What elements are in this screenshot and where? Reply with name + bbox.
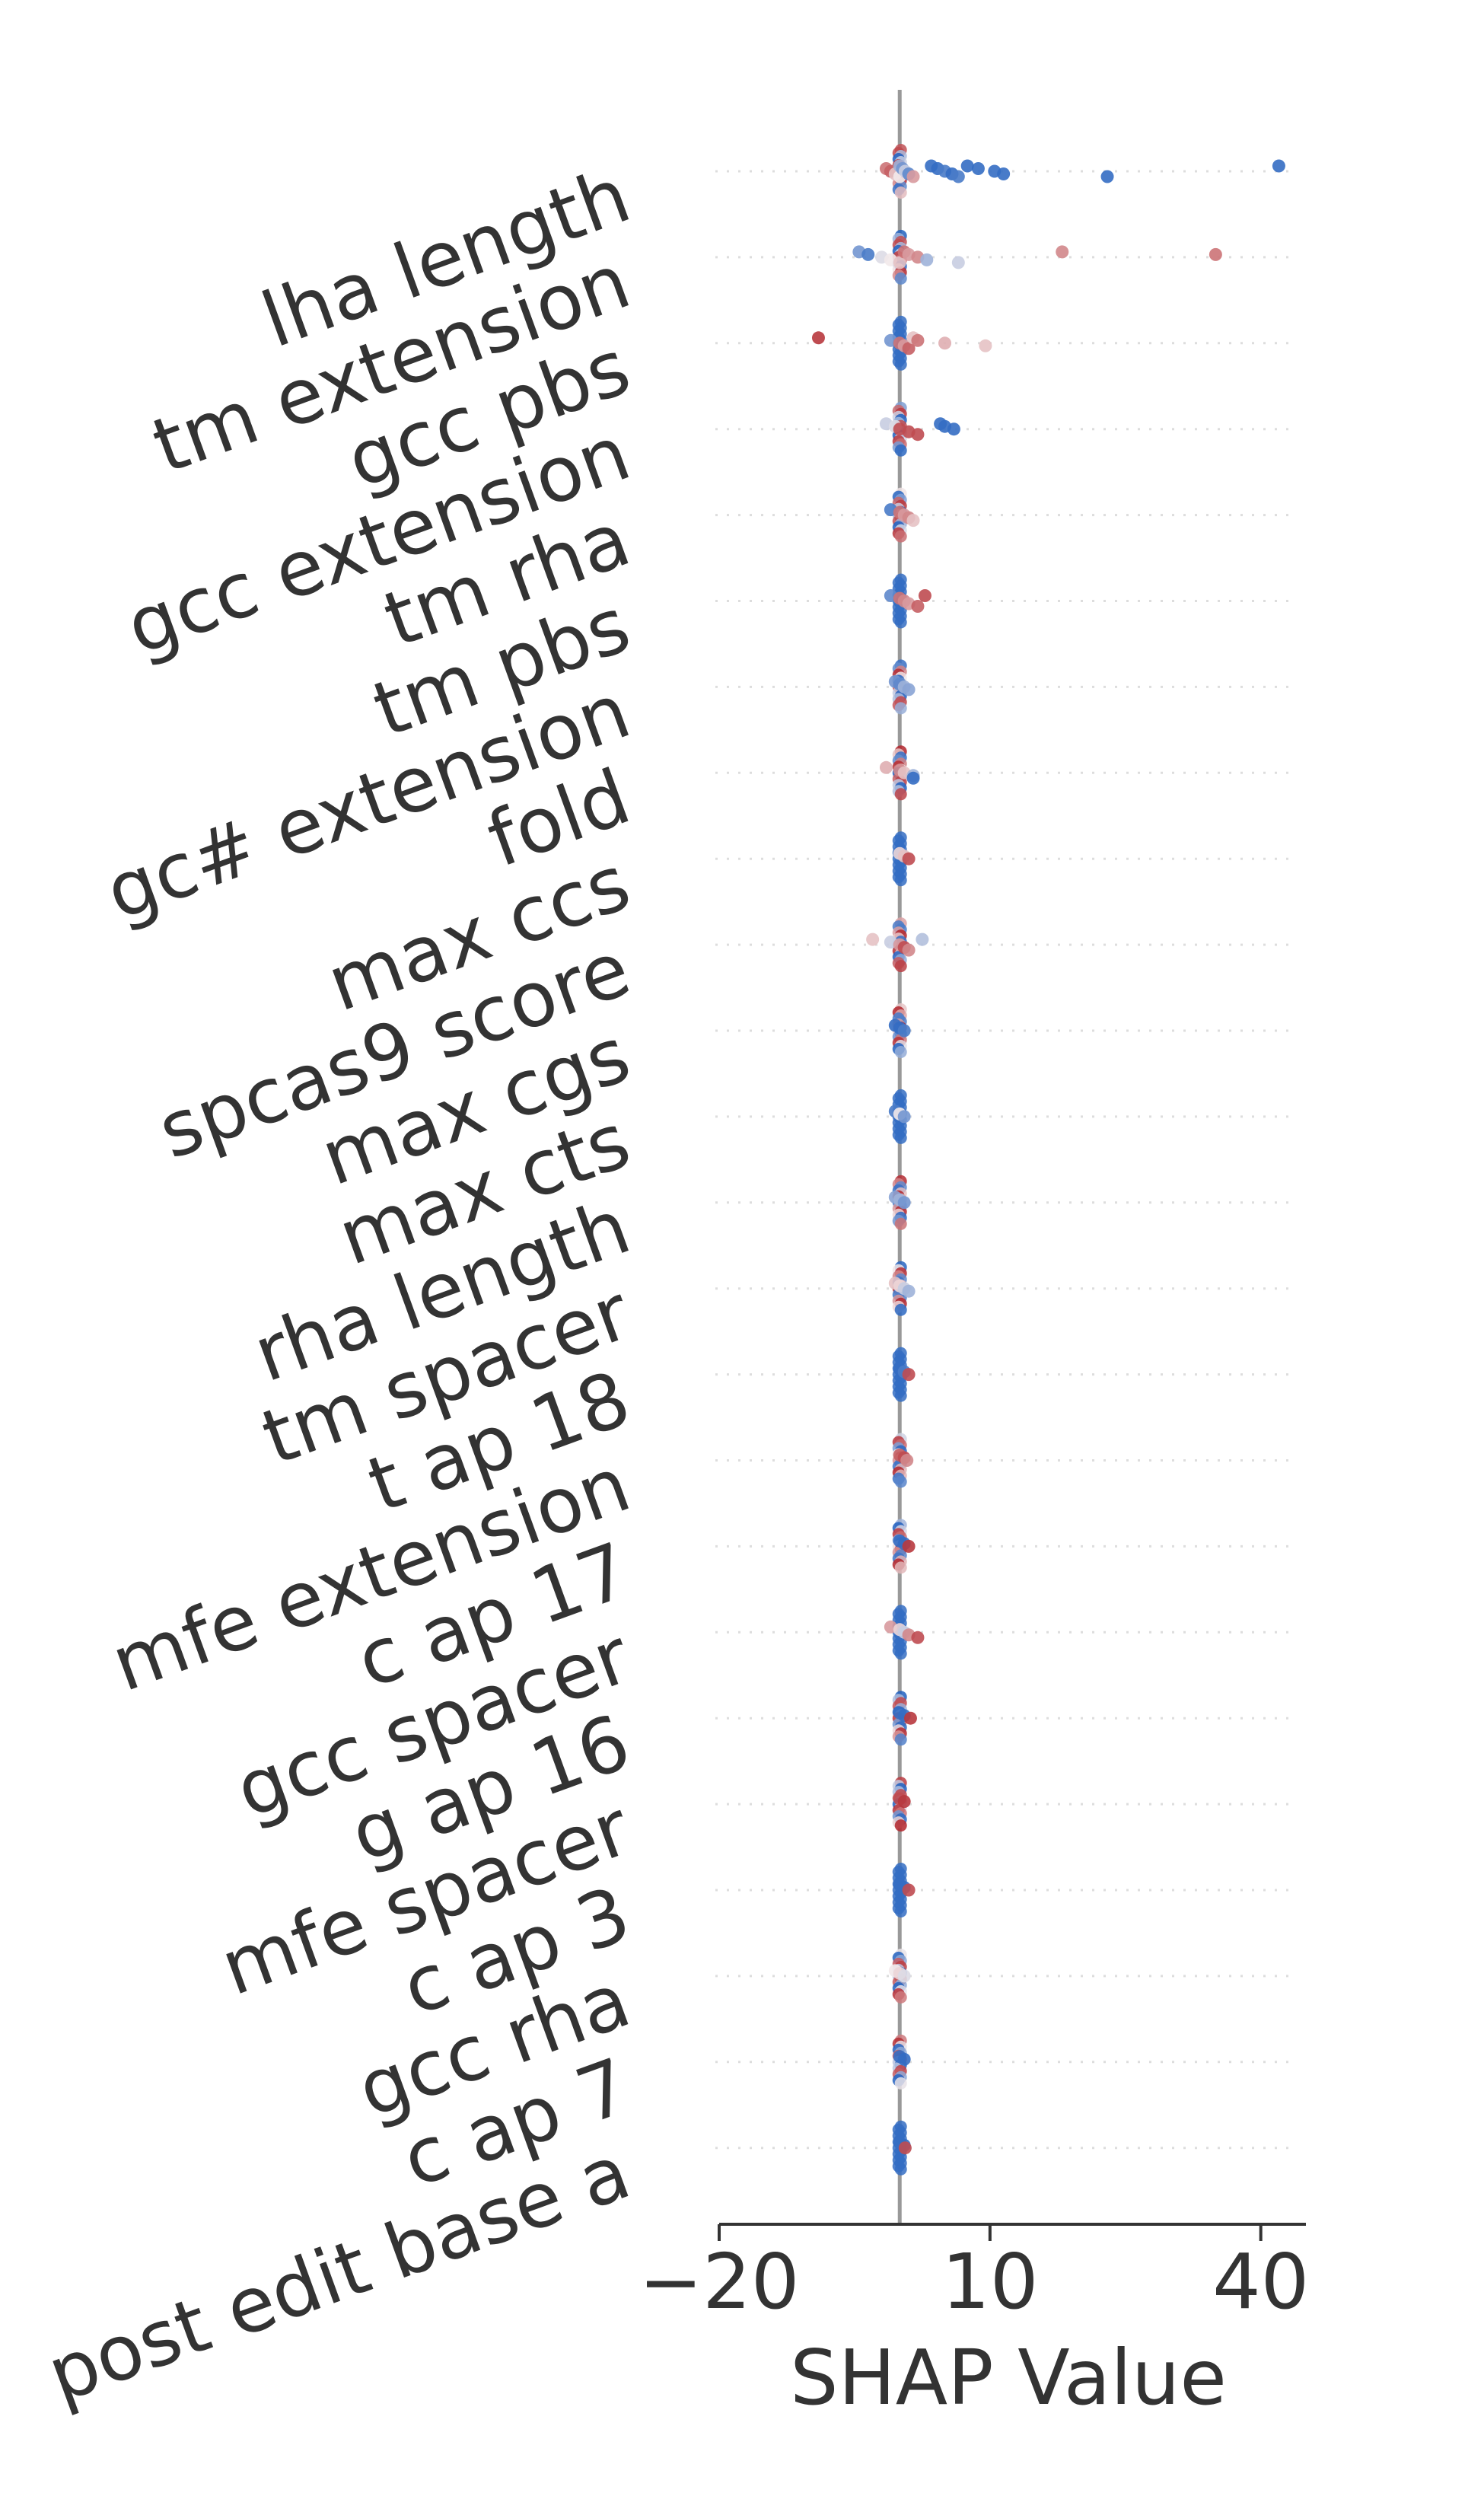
data-point [916, 932, 929, 946]
data-point [902, 943, 916, 957]
data-point [902, 342, 916, 355]
data-point [861, 247, 875, 261]
data-point [894, 960, 907, 973]
data-point [893, 256, 906, 269]
data-point [997, 167, 1011, 180]
data-point [1209, 247, 1222, 261]
x-tick-label: 10 [941, 2237, 1038, 2326]
data-point [900, 1454, 914, 1467]
data-point [903, 1711, 917, 1725]
data-point [902, 1284, 916, 1298]
data-point [1100, 170, 1114, 183]
data-point [894, 874, 907, 887]
feature-label: post edit base a [37, 2127, 642, 2420]
data-point [918, 589, 931, 602]
x-tick-label: −20 [639, 2237, 799, 2326]
data-point [951, 170, 965, 183]
data-point [920, 253, 934, 266]
data-point [938, 336, 952, 350]
data-point [894, 1303, 907, 1316]
data-point [902, 1539, 916, 1553]
x-tick-label: 40 [1212, 2237, 1309, 2326]
data-point [894, 702, 907, 715]
data-point [894, 2163, 907, 2176]
data-point [894, 2077, 907, 2090]
data-point [902, 852, 916, 865]
data-point [902, 1883, 916, 1897]
data-point [894, 1561, 907, 1574]
data-point [894, 358, 907, 371]
data-point [894, 444, 907, 457]
data-point [894, 1217, 907, 1230]
data-point [1056, 245, 1069, 259]
x-axis-ticks: −20 10 40 [639, 2224, 1309, 2326]
data-point [811, 331, 825, 345]
data-point [906, 170, 920, 183]
data-point [894, 1475, 907, 1488]
x-axis-title: SHAP Value [790, 2333, 1227, 2422]
data-point [947, 422, 960, 436]
data-point [902, 683, 916, 697]
data-point [897, 1110, 911, 1124]
row-gridlines [715, 170, 1298, 2150]
data-point [897, 1024, 911, 1038]
data-point [897, 1969, 911, 1983]
data-point [894, 186, 907, 199]
data-point [906, 514, 920, 528]
data-point [894, 1389, 907, 1402]
data-point [911, 1631, 925, 1644]
data-point [897, 1196, 911, 1210]
data-points [811, 144, 1285, 2176]
data-point [1272, 159, 1285, 173]
data-point [894, 1647, 907, 1660]
data-point [894, 272, 907, 285]
data-point [897, 2052, 911, 2066]
data-point [894, 788, 907, 801]
data-point [894, 530, 907, 543]
data-point [897, 1795, 911, 1809]
data-point [894, 1905, 907, 1917]
data-point [979, 339, 992, 352]
data-point [911, 600, 925, 613]
data-point [971, 162, 985, 175]
data-point [894, 1046, 907, 1058]
data-point [894, 1131, 907, 1144]
data-point [894, 1991, 907, 2004]
data-point [951, 256, 965, 269]
data-point [894, 1819, 907, 1832]
data-point [866, 932, 880, 946]
data-point [960, 159, 974, 173]
data-point [894, 1733, 907, 1746]
data-point [911, 333, 925, 347]
data-point [894, 616, 907, 629]
data-point [879, 760, 893, 774]
data-point [911, 428, 925, 442]
data-point [898, 2141, 912, 2155]
data-point [902, 1368, 916, 1382]
data-point [906, 771, 920, 785]
